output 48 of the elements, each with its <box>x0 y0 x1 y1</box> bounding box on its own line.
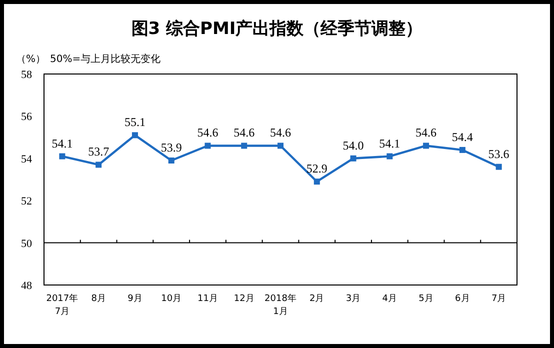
text: 53.9 <box>160 140 182 155</box>
x-tick-label: 4月 <box>382 294 398 304</box>
point <box>386 153 393 160</box>
point <box>459 146 466 153</box>
text: 54.6 <box>416 126 437 140</box>
point <box>132 132 138 138</box>
y-tick-label: 54 <box>21 153 32 166</box>
chart-title: 图3 综合PMI产出指数（经季节调整） <box>131 19 423 39</box>
x-tick-label: 2月 <box>310 294 324 304</box>
y-tick-label: 56 <box>21 111 32 124</box>
point <box>168 158 174 164</box>
x-tick-label: 7月 <box>491 294 506 304</box>
point <box>204 142 211 149</box>
y-tick-label: 48 <box>21 280 32 292</box>
y-tick-label: 50 <box>21 238 32 250</box>
x-tick-label: 8月 <box>91 294 106 304</box>
y-axis-title: （%） <box>16 54 46 65</box>
x-tick-label: 11月 <box>198 294 218 304</box>
point <box>314 178 320 185</box>
text: 54.6 <box>270 126 291 140</box>
point <box>350 155 356 162</box>
text: 54.6 <box>234 126 255 140</box>
x-tick-label: 3月 <box>346 294 361 304</box>
text: 53.6 <box>488 146 510 161</box>
text: 53.7 <box>88 144 110 159</box>
text: 54.6 <box>197 126 218 140</box>
point <box>278 142 284 149</box>
point <box>96 162 102 168</box>
y-tick-label: 58 <box>21 69 32 81</box>
point <box>241 142 248 149</box>
x-tick-label: 2018年 1月 <box>264 293 296 317</box>
text: 55.1 <box>124 115 146 130</box>
text: 54.4 <box>452 130 473 144</box>
text: 52.9 <box>306 162 328 176</box>
x-tick-label: 2017年 7月 <box>46 293 78 317</box>
text: 54.0 <box>342 138 364 152</box>
point <box>496 164 502 170</box>
text: 54.1 <box>379 136 400 150</box>
x-tick-label: 12月 <box>234 294 254 304</box>
x-tick-label: 10月 <box>161 294 182 304</box>
text: 54.1 <box>52 136 73 150</box>
x-tick-label: 9月 <box>128 294 142 304</box>
point <box>423 142 430 149</box>
text: 50%=与上月比较无变化 <box>50 53 161 65</box>
x-tick-label: 6月 <box>455 294 470 304</box>
x-tick-label: 5月 <box>418 294 434 304</box>
point <box>59 153 66 160</box>
y-tick-label: 52 <box>21 196 32 208</box>
